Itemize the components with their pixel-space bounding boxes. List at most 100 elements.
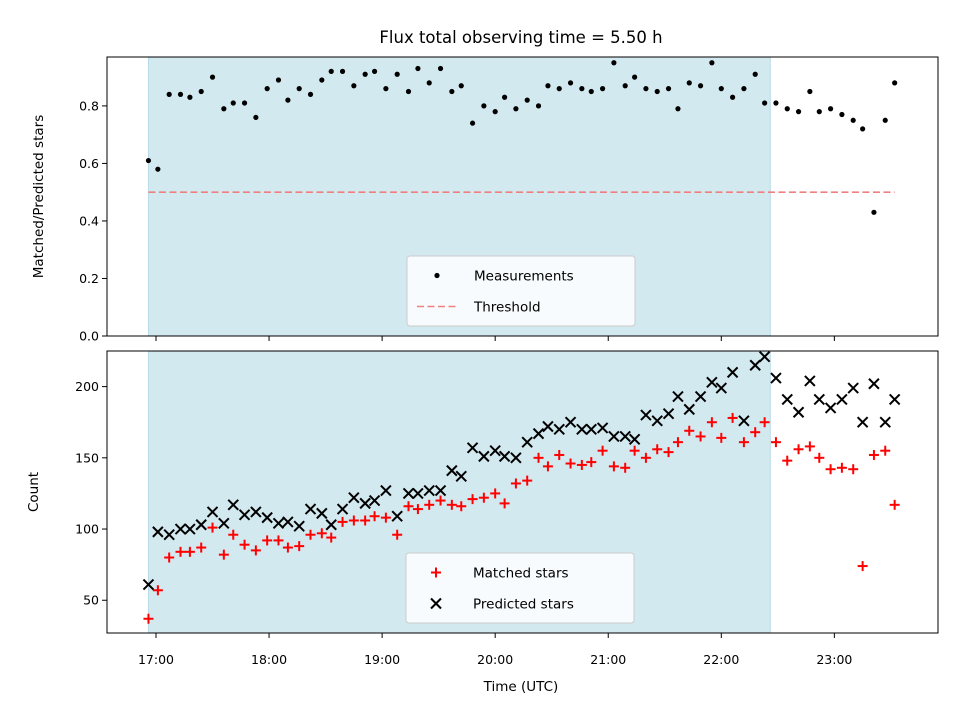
data-point: [415, 65, 421, 72]
data-point: [282, 542, 293, 553]
data-point: [643, 86, 649, 92]
data-point: [694, 390, 707, 403]
y-tick-label: 0.6: [79, 156, 99, 171]
data-point: [781, 393, 793, 406]
data-point: [565, 458, 576, 469]
data-point: [481, 103, 487, 109]
data-point: [424, 499, 435, 510]
data-point: [839, 111, 845, 118]
legend-1: Matched stars Predicted stars: [405, 552, 635, 624]
data-point: [348, 515, 359, 526]
data-point: [403, 501, 414, 512]
plot-frame-0: [106, 56, 939, 337]
data-point: [856, 416, 869, 428]
data-point: [383, 86, 389, 92]
data-point: [478, 450, 490, 463]
data-point: [285, 97, 291, 103]
data-point: [695, 431, 706, 442]
data-point: [489, 444, 501, 457]
data-point: [651, 415, 663, 427]
data-point: [752, 71, 758, 77]
data-point: [402, 487, 415, 500]
data-point: [166, 91, 172, 97]
data-point: [793, 444, 804, 455]
data-point: [371, 68, 378, 74]
data-point: [325, 519, 337, 531]
data-point: [564, 416, 577, 428]
data-point: [827, 106, 834, 112]
data-point: [326, 532, 337, 543]
data-point: [611, 60, 617, 66]
data-point: [351, 83, 357, 89]
series-measurements: [145, 60, 898, 215]
data-point: [412, 504, 423, 515]
data-point: [738, 437, 749, 448]
x-tick-label: 20:00: [477, 652, 513, 667]
data-point: [458, 83, 464, 89]
data-point: [316, 528, 327, 539]
panel-top: 0.0 0.2 0.4 0.6 0.8 Matched/Predicted stars Me…: [31, 56, 939, 344]
data-point: [227, 499, 239, 511]
y-axis-title-1: Count: [26, 472, 42, 512]
data-point: [304, 503, 317, 515]
data-point: [640, 452, 651, 463]
legend-box: [405, 552, 635, 624]
data-point: [198, 88, 204, 95]
y-axis-title-0: Matched/Predicted stars: [31, 115, 47, 278]
data-point: [770, 437, 781, 448]
data-point: [164, 552, 175, 563]
data-point: [672, 437, 683, 448]
data-point: [628, 433, 641, 446]
data-point: [282, 516, 294, 528]
data-point: [807, 88, 813, 95]
data-point: [542, 420, 554, 433]
legend-0: Measurements Threshold: [406, 255, 636, 327]
data-point: [316, 507, 328, 520]
data-point: [405, 88, 412, 95]
data-point: [501, 94, 508, 100]
data-point: [586, 457, 597, 468]
data-point: [152, 585, 163, 596]
data-point: [195, 519, 207, 531]
data-point: [522, 475, 533, 486]
data-point: [275, 77, 282, 83]
data-point: [741, 86, 747, 92]
data-point: [230, 100, 236, 106]
data-point: [145, 157, 152, 164]
data-point: [337, 516, 348, 527]
x-tick-label: 23:00: [816, 652, 852, 667]
data-point: [750, 427, 761, 438]
data-point: [250, 545, 261, 556]
data-point: [239, 539, 250, 550]
data-point: [196, 542, 207, 553]
x-axis-title: Time (UTC): [483, 679, 559, 695]
data-point: [221, 106, 227, 112]
data-point: [360, 515, 371, 526]
data-point: [490, 488, 501, 499]
data-point: [871, 209, 877, 215]
data-point: [296, 86, 302, 92]
data-point: [880, 445, 891, 456]
data-point: [576, 423, 588, 436]
data-point: [143, 613, 154, 624]
data-point: [773, 100, 779, 106]
data-point: [749, 359, 761, 371]
data-point: [588, 88, 594, 95]
x-tick-label: 17:00: [138, 652, 174, 667]
data-point: [804, 441, 815, 452]
data-point: [730, 94, 736, 100]
legend-marker: [430, 597, 442, 610]
data-point: [738, 415, 750, 427]
data-point: [533, 452, 544, 463]
data-point: [446, 499, 457, 510]
data-point: [498, 450, 511, 463]
data-point: [836, 462, 847, 473]
data-point: [492, 109, 498, 115]
data-point: [792, 406, 805, 418]
data-point: [629, 445, 640, 456]
data-point: [218, 549, 229, 560]
data-point: [727, 412, 738, 423]
data-point: [392, 529, 403, 540]
data-point: [542, 461, 553, 472]
data-point: [163, 529, 175, 541]
